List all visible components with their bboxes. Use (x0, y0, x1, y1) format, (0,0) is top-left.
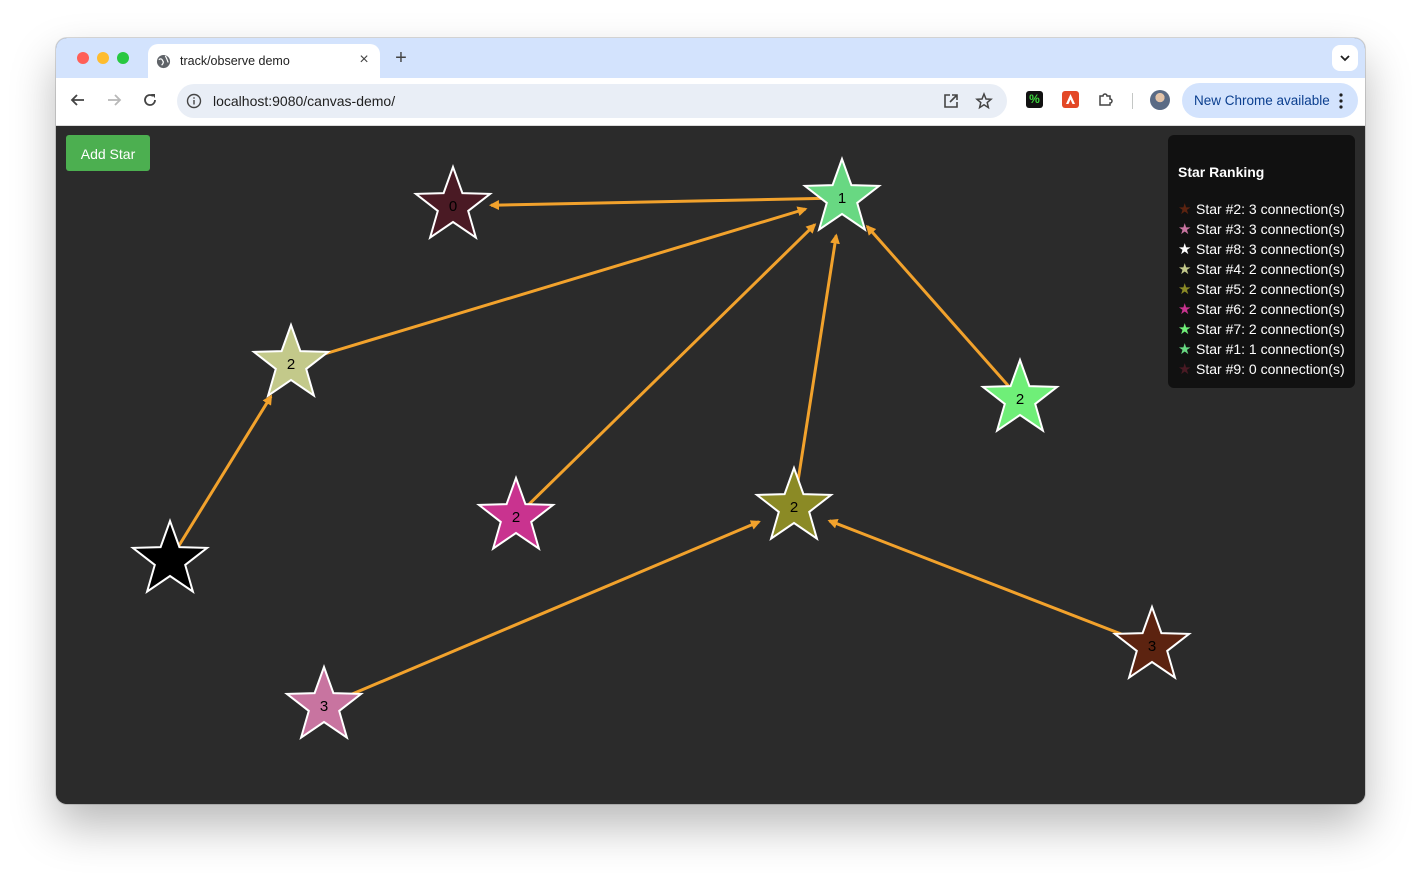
adobe-extension-icon[interactable] (1062, 91, 1079, 108)
new-tab-button[interactable]: + (395, 47, 407, 69)
percent-extension-icon[interactable]: % (1026, 91, 1043, 108)
reload-icon[interactable] (140, 90, 160, 110)
star-3[interactable]: 3 (284, 664, 364, 740)
connection-arrow-6-1 (524, 223, 817, 509)
star-icon: ★ (1178, 301, 1192, 318)
bookmark-star-icon[interactable] (975, 92, 993, 110)
ranking-item: ★ Star #7: 2 connection(s) (1178, 319, 1345, 339)
ranking-label: Star #2: 3 connection(s) (1196, 201, 1345, 217)
connection-arrow-7-1 (865, 224, 1012, 390)
close-tab-icon[interactable]: × (359, 51, 369, 68)
ranking-label: Star #4: 2 connection(s) (1196, 261, 1345, 277)
star-ranking-panel: Star Ranking ★ Star #2: 3 connection(s) ★ S… (1168, 135, 1355, 388)
ranking-label: Star #5: 2 connection(s) (1196, 281, 1345, 297)
star-shape[interactable] (980, 357, 1060, 433)
star-6[interactable]: 2 (476, 475, 556, 551)
connection-arrow-5-1 (794, 233, 840, 494)
connection-arrow-3-5 (336, 520, 761, 702)
ranking-item: ★ Star #4: 2 connection(s) (1178, 259, 1345, 279)
star-icon: ★ (1178, 221, 1192, 238)
star-shape[interactable] (130, 518, 210, 594)
star-7[interactable]: 2 (980, 357, 1060, 433)
ranking-item: ★ Star #6: 2 connection(s) (1178, 299, 1345, 319)
url-text[interactable]: localhost:9080/canvas-demo/ (213, 93, 396, 109)
star-shape[interactable] (476, 475, 556, 551)
star-9[interactable]: 0 (413, 164, 493, 240)
star-2[interactable]: 3 (1112, 604, 1192, 680)
ranking-label: Star #6: 2 connection(s) (1196, 301, 1345, 317)
ranking-title: Star Ranking (1178, 164, 1265, 180)
star-connection-count: 3 (1148, 638, 1156, 655)
add-star-button[interactable]: Add Star (66, 135, 150, 171)
browser-window: track/observe demo × + localhost:90 (56, 38, 1365, 804)
star-shape[interactable] (413, 164, 493, 240)
open-in-new-window-icon[interactable] (942, 92, 960, 110)
star-connection-count: 1 (838, 190, 846, 207)
ranking-label: Star #1: 1 connection(s) (1196, 341, 1345, 357)
star-icon: ★ (1178, 281, 1192, 298)
ranking-item: ★ Star #5: 2 connection(s) (1178, 279, 1345, 299)
chevron-down-icon (1340, 55, 1350, 62)
star-icon: ★ (1178, 321, 1192, 338)
back-arrow-icon[interactable] (68, 90, 88, 110)
ranking-item: ★ Star #9: 0 connection(s) (1178, 359, 1345, 379)
connection-arrow-1-9 (489, 196, 829, 211)
globe-icon (156, 54, 171, 69)
star-connection-count: 2 (512, 509, 520, 526)
more-vertical-icon (1339, 93, 1343, 109)
star-icon: ★ (1178, 341, 1192, 358)
star-shape[interactable] (284, 664, 364, 740)
star-icon: ★ (1178, 241, 1192, 258)
ranking-label: Star #7: 2 connection(s) (1196, 321, 1345, 337)
profile-avatar[interactable] (1150, 90, 1170, 110)
star-icon: ★ (1178, 261, 1192, 278)
star-shape[interactable] (1112, 604, 1192, 680)
ranking-item: ★ Star #1: 1 connection(s) (1178, 339, 1345, 359)
star-connection-count: 2 (790, 499, 798, 516)
tab-search-button[interactable] (1332, 45, 1358, 71)
star-icon: ★ (1178, 201, 1192, 218)
ranking-item: ★ Star #2: 3 connection(s) (1178, 199, 1345, 219)
tab-strip: track/observe demo × + (56, 38, 1365, 78)
address-bar[interactable]: localhost:9080/canvas-demo/ (177, 84, 1007, 118)
star-1[interactable]: 1 (802, 156, 882, 232)
ranking-item: ★ Star #8: 3 connection(s) (1178, 239, 1345, 259)
connection-arrow-2-5 (827, 519, 1140, 643)
star-8[interactable] (130, 518, 210, 594)
browser-toolbar: localhost:9080/canvas-demo/ % New Chrome… (56, 78, 1365, 126)
adobe-logo-icon (1066, 94, 1075, 104)
ranking-list: ★ Star #2: 3 connection(s) ★ Star #3: 3 con… (1178, 199, 1345, 379)
toolbar-separator (1132, 93, 1133, 109)
minimize-window-button[interactable] (97, 52, 109, 64)
maximize-window-button[interactable] (117, 52, 129, 64)
connection-arrow-4-1 (303, 206, 808, 362)
star-connection-count: 3 (320, 698, 328, 715)
ranking-label: Star #8: 3 connection(s) (1196, 241, 1345, 257)
star-icon: ★ (1178, 361, 1192, 378)
connection-arrow-8-4 (176, 394, 273, 549)
star-connection-count: 2 (1016, 391, 1024, 408)
star-connection-count: 0 (449, 198, 457, 215)
active-tab[interactable]: track/observe demo × (148, 44, 380, 78)
tab-title: track/observe demo (180, 54, 290, 68)
star-4[interactable]: 2 (251, 322, 331, 398)
star-shape[interactable] (754, 465, 834, 541)
star-shape[interactable] (251, 322, 331, 398)
close-window-button[interactable] (77, 52, 89, 64)
star-graph[interactable]: 0 1 2 2 2 2 3 3 (56, 126, 1365, 804)
new-chrome-available-button[interactable]: New Chrome available (1182, 83, 1358, 118)
ranking-item: ★ Star #3: 3 connection(s) (1178, 219, 1345, 239)
ranking-label: Star #3: 3 connection(s) (1196, 221, 1345, 237)
star-shape[interactable] (802, 156, 882, 232)
site-info-icon[interactable] (186, 93, 202, 109)
ranking-label: Star #9: 0 connection(s) (1196, 361, 1345, 377)
star-5[interactable]: 2 (754, 465, 834, 541)
star-connection-count: 2 (287, 356, 295, 373)
extensions-puzzle-icon[interactable] (1097, 90, 1115, 108)
forward-arrow-icon[interactable] (104, 90, 124, 110)
update-label: New Chrome available (1194, 93, 1330, 108)
